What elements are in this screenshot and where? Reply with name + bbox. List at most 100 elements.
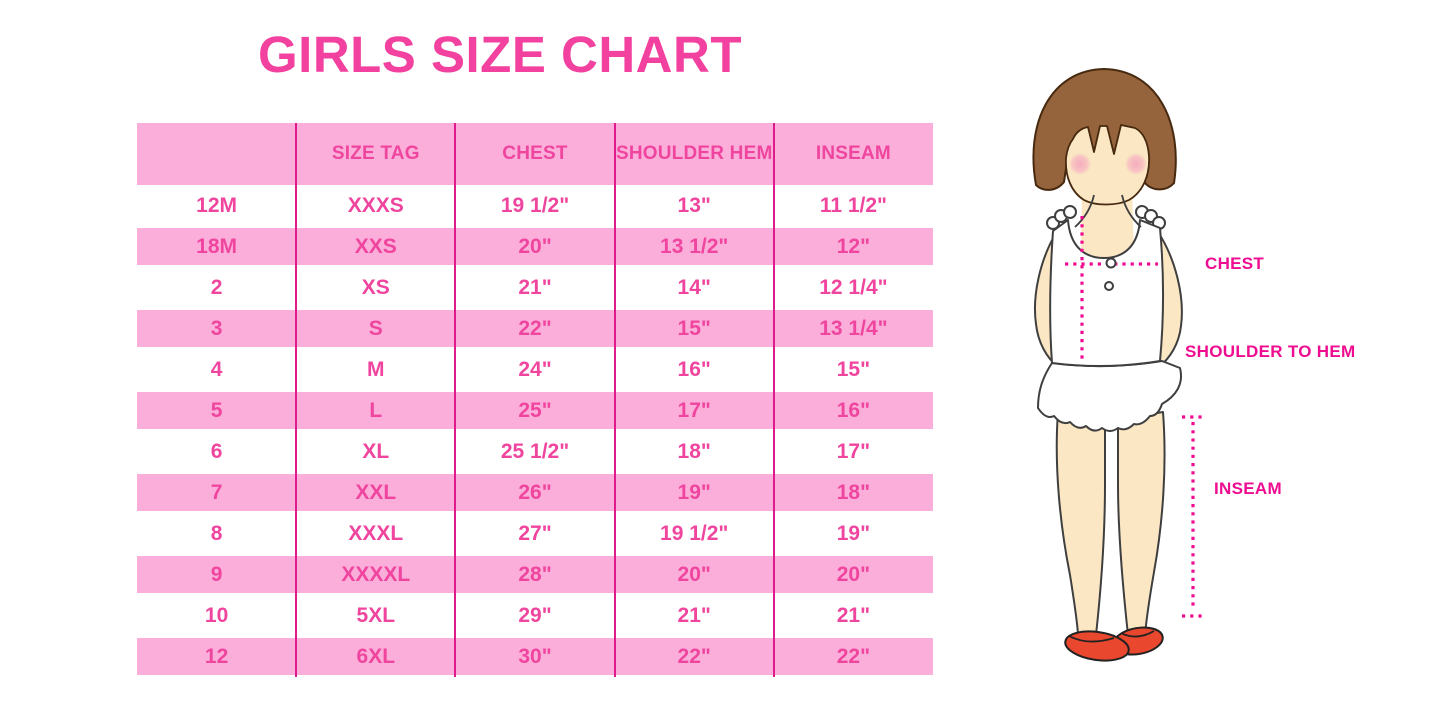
table-row: 10 5XL 29" 21" 21": [137, 595, 933, 636]
table-row: 2 XS 21" 14" 12 1/4": [137, 267, 933, 308]
table-cell: 22": [518, 316, 552, 340]
column-header-shoulder-hem: SHOULDER HEM: [615, 143, 773, 164]
top-button-2: [1104, 281, 1114, 291]
table-cell: 16": [836, 398, 871, 422]
right-leg: [1117, 411, 1166, 636]
table-cell: 27": [518, 521, 552, 545]
table-cell: 12: [204, 644, 229, 668]
table-cell: 16": [677, 357, 711, 381]
table-cell: 17": [836, 439, 871, 463]
column-divider: [295, 123, 298, 677]
table-cell: 12M: [196, 193, 238, 217]
table-cell: 24": [518, 357, 552, 381]
table-cell: 15": [677, 316, 711, 340]
table-cell: 26": [518, 480, 552, 504]
left-leg: [1055, 411, 1106, 636]
table-header-row: SIZE TAG CHEST SHOULDER HEM INSEAM: [137, 123, 933, 185]
table-cell: 19 1/2": [660, 521, 729, 545]
top-button-1: [1105, 257, 1117, 269]
neck-line-right: [1121, 194, 1142, 228]
table-cell: 15": [836, 357, 871, 381]
table-row: 12 6XL 30" 22" 22": [137, 636, 933, 677]
table-row: 18M XXS 20" 13 1/2" 12": [137, 226, 933, 267]
table-cell: 2: [210, 275, 223, 299]
left-shoe: [1064, 630, 1130, 662]
blush-right: [1125, 153, 1147, 175]
table-cell: 28": [518, 562, 552, 586]
table-cell: 12": [836, 234, 871, 258]
table-cell: 9: [210, 562, 223, 586]
shoulder-to-hem-label: SHOULDER TO HEM: [1185, 342, 1356, 361]
table-cell: 10: [204, 603, 229, 627]
table-cell: 14": [677, 275, 711, 299]
table-cell: 22": [677, 644, 711, 668]
table-row: 12M XXXS 19 1/2" 13" 11 1/2": [137, 185, 933, 226]
table-cell: XL: [362, 439, 390, 463]
table-cell: 3: [210, 316, 223, 340]
table-cell: 25": [518, 398, 552, 422]
table-cell: 20": [518, 234, 552, 258]
table-cell: 20": [836, 562, 871, 586]
top-garment: [1049, 219, 1164, 368]
table-cell: 11 1/2": [819, 193, 887, 217]
table-cell: 30": [518, 644, 552, 668]
table-cell: 21": [518, 275, 552, 299]
table-cell: 5: [210, 398, 223, 422]
table-cell: 13 1/4": [819, 316, 888, 340]
table-cell: 20": [677, 562, 711, 586]
table-cell: 19": [677, 480, 711, 504]
table-cell: 29": [518, 603, 552, 627]
table-cell: XS: [361, 275, 390, 299]
table-row: 6 XL 25 1/2" 18" 17": [137, 431, 933, 472]
table-row: 9 XXXXL 28" 20" 20": [137, 554, 933, 595]
table-cell: 18M: [196, 234, 238, 258]
table-cell: S: [368, 316, 383, 340]
table-cell: 13 1/2": [660, 234, 729, 258]
table-row: 3 S 22" 15" 13 1/4": [137, 308, 933, 349]
table-cell: 17": [677, 398, 711, 422]
table-cell: 13": [677, 193, 711, 217]
table-cell: 19 1/2": [500, 193, 570, 217]
table-cell: 8: [210, 521, 223, 545]
table-cell: 18": [677, 439, 711, 463]
table-row: 7 XXL 26" 19" 18": [137, 472, 933, 513]
table-cell: XXS: [354, 234, 397, 258]
skirt: [1037, 360, 1182, 432]
column-header-size-tag: SIZE TAG: [331, 143, 420, 164]
girl-illustration: [1032, 67, 1205, 662]
table-cell: 6: [210, 439, 223, 463]
table-cell: 5XL: [356, 603, 396, 627]
column-divider: [613, 123, 616, 677]
table-cell: 25 1/2": [500, 439, 570, 463]
column-divider: [772, 123, 775, 677]
table-cell: 22": [836, 644, 871, 668]
table-cell: 21": [677, 603, 711, 627]
table-body: 12M XXXS 19 1/2" 13" 11 1/2" 18M XXS 20" 13 1/2"…: [137, 185, 933, 677]
table-cell: 4: [210, 357, 223, 381]
table-cell: M: [367, 357, 385, 381]
table-cell: 18": [836, 480, 871, 504]
table-cell: XXXS: [347, 193, 404, 217]
table-cell: XXXXL: [341, 562, 411, 586]
column-header-inseam: INSEAM: [815, 143, 891, 164]
face: [1065, 124, 1150, 206]
table-cell: 6XL: [356, 644, 396, 668]
inseam-measure-line: [1182, 415, 1205, 618]
table-cell: 7: [210, 480, 223, 504]
table-cell: XXXL: [348, 521, 404, 545]
table-row: 5 L 25" 17" 16": [137, 390, 933, 431]
column-divider: [454, 123, 457, 677]
chest-label: CHEST: [1205, 254, 1265, 273]
column-header-chest: CHEST: [502, 143, 568, 164]
page-title: GIRLS SIZE CHART: [257, 26, 742, 83]
blush-left: [1069, 153, 1091, 175]
column-header-size: [137, 123, 296, 185]
table-cell: 19": [836, 521, 871, 545]
table-cell: XXL: [355, 480, 397, 504]
table-cell: 12 1/4": [819, 275, 888, 299]
size-chart-table: SIZE TAG CHEST SHOULDER HEM INSEAM 12M XX…: [137, 123, 933, 677]
table-cell: L: [369, 398, 383, 422]
neck-line-left: [1074, 194, 1095, 228]
inseam-label: INSEAM: [1214, 479, 1282, 498]
